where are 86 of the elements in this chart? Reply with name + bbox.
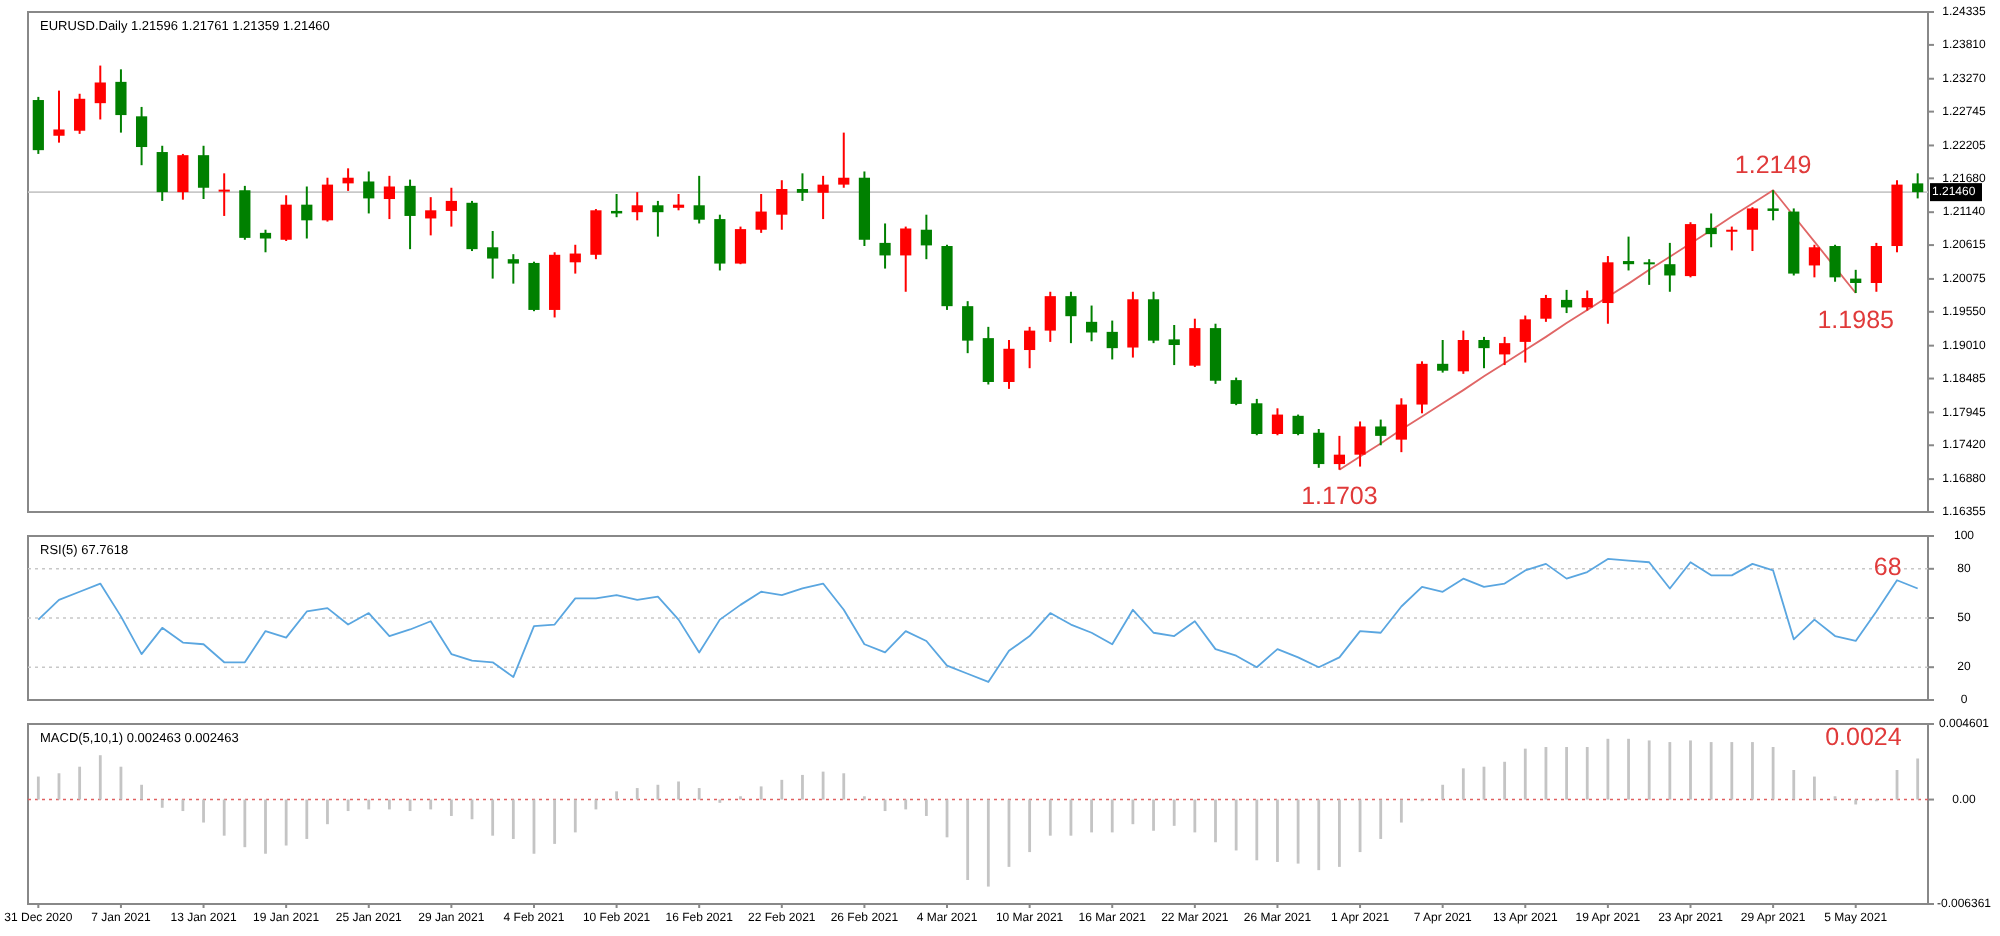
candlestick bbox=[1416, 360, 1428, 415]
candlestick bbox=[1085, 304, 1098, 343]
candlestick bbox=[879, 222, 891, 270]
candlestick bbox=[466, 199, 478, 253]
candlestick bbox=[1354, 420, 1366, 468]
candlestick bbox=[1003, 339, 1015, 390]
candlestick bbox=[1705, 212, 1717, 249]
candlestick bbox=[1643, 258, 1655, 286]
candlestick bbox=[714, 213, 726, 272]
candlestick bbox=[920, 213, 932, 261]
candlestick bbox=[321, 176, 334, 223]
candlestick bbox=[1189, 317, 1201, 368]
candlestick bbox=[1499, 335, 1511, 367]
candlestick bbox=[94, 64, 106, 121]
candlestick bbox=[135, 105, 148, 167]
candlestick bbox=[734, 225, 747, 266]
candlestick bbox=[1829, 243, 1841, 283]
candlestick bbox=[280, 194, 292, 243]
candlestick bbox=[1664, 241, 1676, 293]
candlestick bbox=[1622, 235, 1635, 272]
candlestick bbox=[590, 208, 602, 261]
annotation: 1.1985 bbox=[1817, 305, 1895, 334]
candlestick bbox=[53, 89, 65, 144]
candlestick bbox=[1375, 418, 1387, 447]
candlestick bbox=[569, 243, 581, 275]
line-series bbox=[37, 558, 1919, 683]
candlestick bbox=[177, 152, 189, 201]
candlestick bbox=[301, 185, 313, 240]
candlestick bbox=[156, 144, 168, 202]
candlestick bbox=[962, 300, 974, 355]
candlestick bbox=[239, 184, 251, 241]
candlestick bbox=[425, 196, 437, 237]
candlestick bbox=[1478, 335, 1490, 370]
candlestick bbox=[1313, 427, 1325, 469]
candlestick bbox=[693, 174, 705, 225]
candlestick bbox=[755, 193, 767, 234]
candlestick bbox=[1767, 189, 1779, 222]
candlestick bbox=[1850, 268, 1862, 295]
annotation: 68 bbox=[1873, 553, 1902, 582]
annotation: 1.1703 bbox=[1301, 482, 1378, 511]
candlestick bbox=[1457, 329, 1469, 375]
candlestick bbox=[363, 170, 375, 215]
candlestick bbox=[1044, 290, 1056, 343]
candlestick bbox=[1437, 339, 1449, 374]
candlestick bbox=[218, 172, 230, 217]
candlestick bbox=[1519, 314, 1531, 364]
candlestick bbox=[1147, 290, 1160, 345]
annotation: 1.2149 bbox=[1734, 150, 1812, 179]
candlestick bbox=[404, 178, 416, 251]
candlestick bbox=[1230, 376, 1242, 407]
candlestick bbox=[74, 92, 86, 135]
candlestick bbox=[652, 199, 664, 238]
candlestick bbox=[838, 131, 850, 189]
candlestick bbox=[776, 179, 788, 231]
candlestick bbox=[1746, 206, 1759, 253]
candlestick bbox=[1251, 397, 1263, 437]
candlestick bbox=[528, 260, 540, 313]
candlestick bbox=[1602, 255, 1614, 325]
candlestick bbox=[1912, 172, 1924, 200]
annotation: 0.0024 bbox=[1825, 723, 1902, 752]
candlestick bbox=[1168, 323, 1180, 367]
candlestick bbox=[1726, 225, 1738, 252]
candlestick bbox=[115, 68, 127, 134]
candlestick bbox=[1271, 407, 1284, 437]
candlestick bbox=[900, 225, 912, 293]
candlestick bbox=[1024, 325, 1036, 370]
candlestick bbox=[1065, 290, 1077, 345]
candlestick bbox=[982, 325, 994, 386]
candlestick bbox=[817, 174, 829, 221]
candlestick bbox=[631, 191, 643, 222]
candlestick bbox=[1395, 397, 1407, 454]
candlestick bbox=[507, 253, 519, 285]
candlestick bbox=[197, 144, 210, 201]
candlestick bbox=[445, 186, 457, 228]
candlestick bbox=[1292, 413, 1304, 437]
candlestick bbox=[1581, 289, 1593, 312]
candlestick bbox=[1808, 243, 1821, 279]
candlestick bbox=[1106, 319, 1118, 361]
candlestick bbox=[796, 172, 809, 202]
candlestick bbox=[487, 229, 499, 280]
candlestick bbox=[1560, 288, 1573, 315]
candlestick bbox=[383, 174, 396, 221]
candlestick bbox=[1540, 293, 1552, 323]
candlestick bbox=[1333, 434, 1346, 471]
candlestick bbox=[1870, 241, 1882, 293]
candlestick bbox=[259, 228, 272, 254]
